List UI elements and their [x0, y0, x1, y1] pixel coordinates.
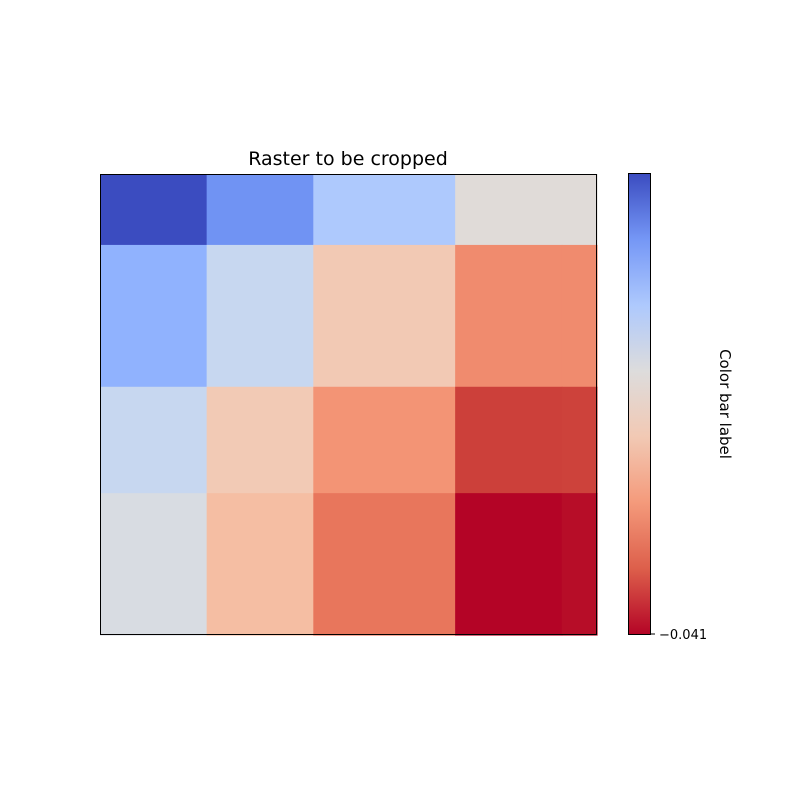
heatmap-cell — [206, 244, 314, 388]
heatmap-cell — [561, 386, 598, 494]
heatmap-cell — [100, 386, 208, 494]
colorbar-tick-label: −0.041 — [659, 628, 707, 643]
heatmap-cells — [100, 174, 598, 636]
plot-frame — [100, 174, 597, 635]
heatmap-cell — [455, 493, 563, 636]
heatmap-cell — [455, 386, 563, 494]
heatmap-cell — [313, 386, 456, 494]
heatmap-cell — [313, 493, 456, 636]
heatmap-cell — [561, 493, 598, 636]
colorbar-ticks: −0.041 — [651, 628, 707, 643]
chart-title: Raster to be cropped — [248, 148, 448, 170]
heatmap-cell — [313, 244, 456, 388]
heatmap-cell — [100, 493, 208, 636]
heatmap-cell — [313, 174, 456, 246]
heatmap-cell — [206, 493, 314, 636]
heatmap-cell — [561, 174, 598, 246]
heatmap-cell — [455, 244, 563, 388]
heatmap-cell — [206, 174, 314, 246]
colorbar-label: Color bar label — [716, 349, 734, 459]
heatmap-cell — [100, 244, 208, 388]
heatmap-cell — [100, 174, 208, 246]
heatmap-cell — [206, 386, 314, 494]
heatmap-cell — [561, 244, 598, 388]
colorbar — [628, 173, 651, 635]
heatmap-cell — [455, 174, 563, 246]
